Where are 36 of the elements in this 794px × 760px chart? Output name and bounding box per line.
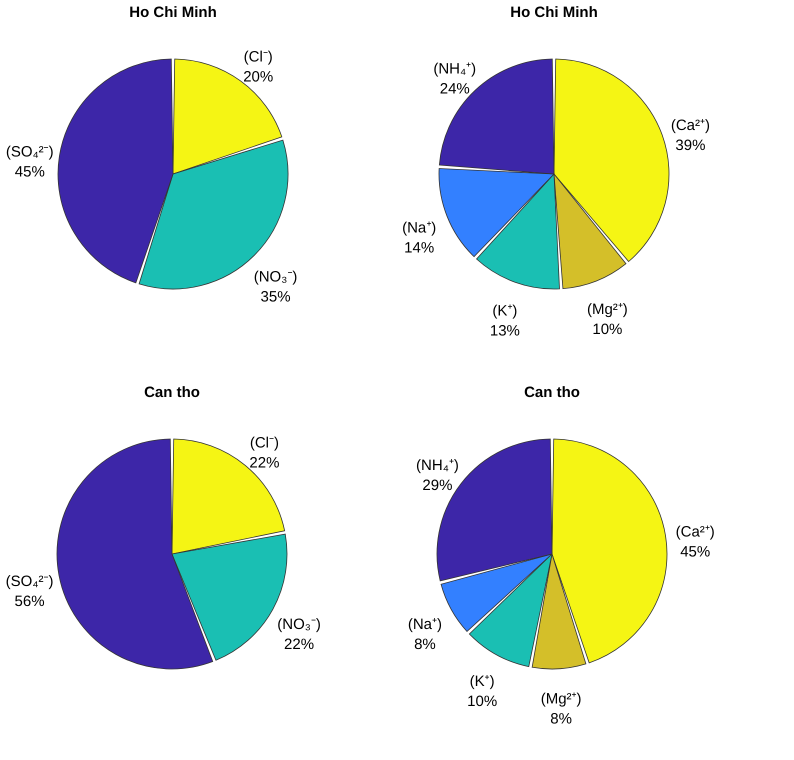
data-label: 35% <box>260 288 291 306</box>
slice-label: (Na⁺) <box>408 616 442 633</box>
slice-label: (SO₄²⁻) <box>6 573 54 590</box>
slice-label: (K⁺) <box>492 302 518 320</box>
data-label: 8% <box>550 710 572 728</box>
slice-label: (NH₄⁺) <box>433 60 476 78</box>
chart-title: Can tho <box>144 384 200 401</box>
slice-label: (SO₄²⁻) <box>6 143 54 160</box>
data-label: 56% <box>14 593 45 610</box>
data-label: 24% <box>440 80 470 98</box>
slice-label: (NH₄⁺) <box>416 457 459 474</box>
data-label: 20% <box>243 68 274 86</box>
data-label: 22% <box>249 454 280 472</box>
data-label: 13% <box>490 322 520 340</box>
data-label: 10% <box>592 320 622 338</box>
slice-label: (NO₃⁻) <box>254 268 298 286</box>
slice-label: (Mg²⁺) <box>586 300 628 318</box>
data-label: 45% <box>680 543 710 560</box>
slice-label: (K⁺) <box>470 673 495 690</box>
chart-title: Ho Chi Minh <box>510 4 598 21</box>
slice-label: (Mg²⁺) <box>540 690 582 708</box>
slice-label: (Cl⁻) <box>250 434 280 452</box>
slice-label: (Cl⁻) <box>244 48 273 66</box>
data-label: 10% <box>467 693 498 710</box>
slice-label: (NO₃⁻) <box>277 616 321 633</box>
slice-label: (Ca²⁺) <box>670 116 710 134</box>
data-label: 29% <box>422 477 452 494</box>
chart-title: Can tho <box>524 384 580 401</box>
data-label: 14% <box>404 239 434 256</box>
chart-title: Ho Chi Minh <box>129 4 217 21</box>
data-label: 8% <box>414 636 436 653</box>
data-label: 39% <box>675 136 706 154</box>
data-label: 22% <box>284 636 314 653</box>
data-label: 45% <box>14 163 45 180</box>
slice-label: (Ca²⁺) <box>676 523 715 540</box>
slice-label: (Na⁺) <box>402 219 436 236</box>
